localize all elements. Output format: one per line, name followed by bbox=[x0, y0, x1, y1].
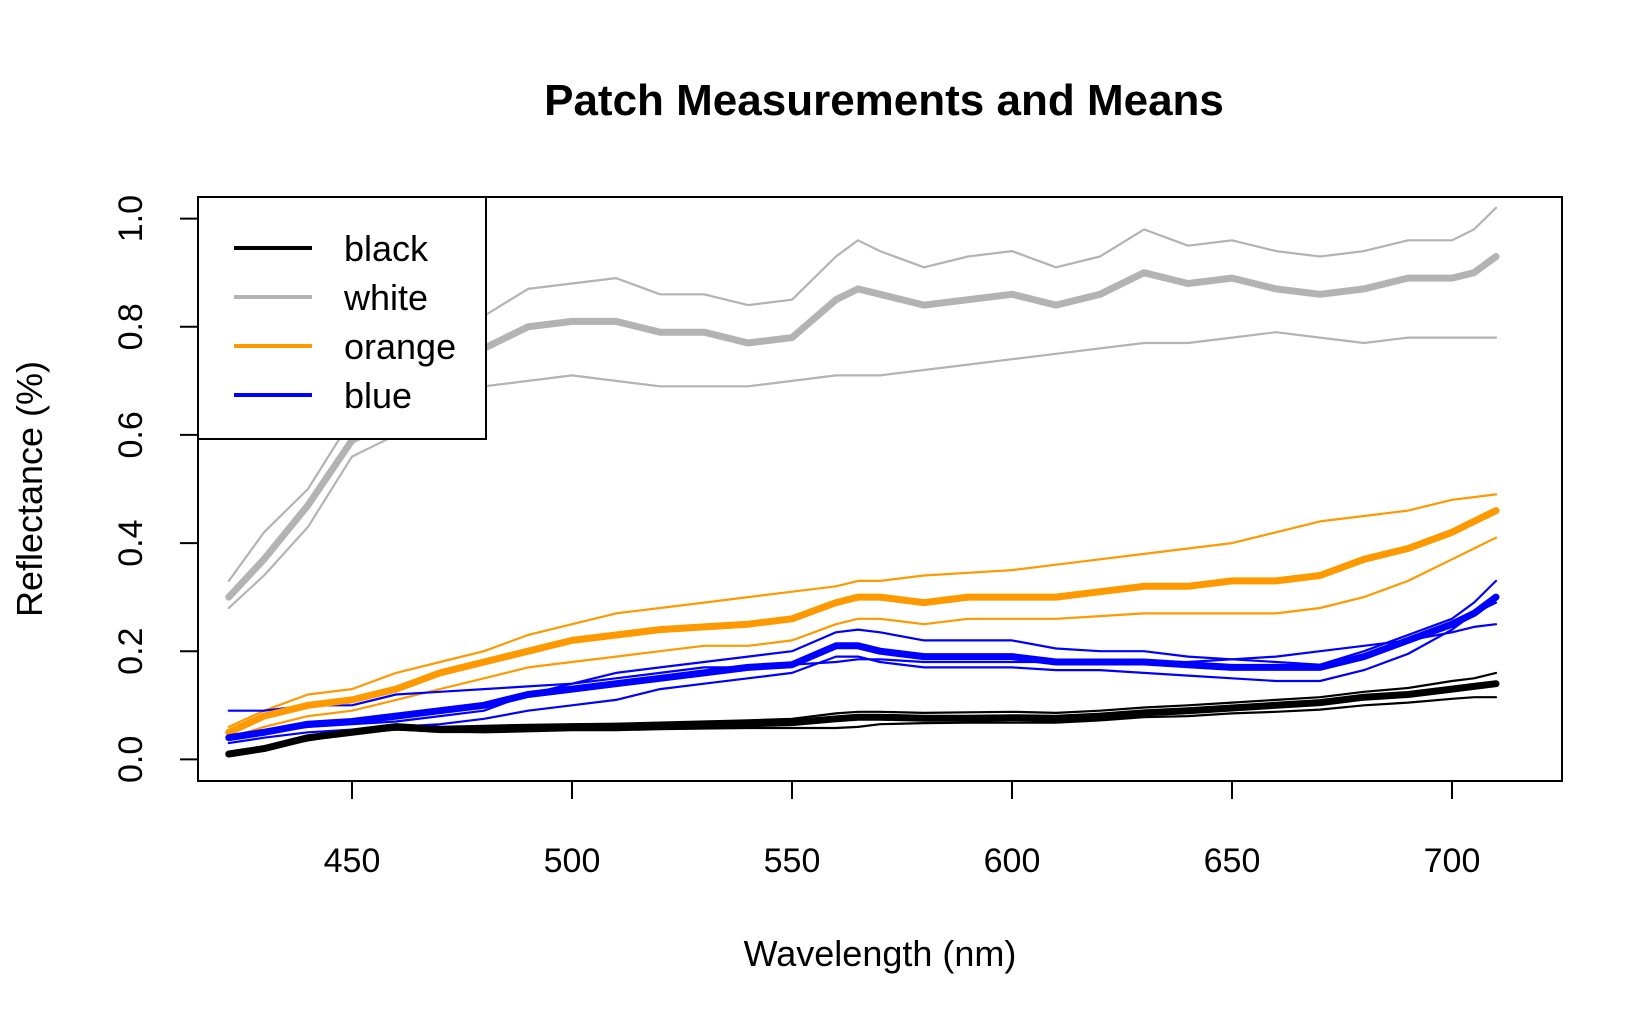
y-tick-label-0.2: 0.2 bbox=[112, 628, 150, 675]
x-tick-label-600: 600 bbox=[984, 842, 1041, 880]
x-tick-label-700: 700 bbox=[1424, 842, 1481, 880]
y-tick-label-0.8: 0.8 bbox=[112, 303, 150, 350]
legend-label-black: black bbox=[344, 228, 429, 269]
x-tick-label-550: 550 bbox=[764, 842, 821, 880]
series-line-blue-mean-9 bbox=[225, 593, 1500, 742]
legend-label-orange: orange bbox=[344, 326, 456, 367]
series-line-orange-measurement-8 bbox=[227, 536, 1498, 739]
x-axis: 450 500 550 600 650 700 bbox=[324, 780, 1481, 880]
series-line-orange-measurement-7 bbox=[227, 493, 1498, 728]
series-line-blue-measurement-11 bbox=[227, 601, 1498, 745]
y-axis-label: Reflectance (%) bbox=[9, 361, 50, 617]
y-tick-label-0.4: 0.4 bbox=[112, 519, 150, 566]
chart-title: Patch Measurements and Means bbox=[544, 76, 1224, 125]
x-axis-label: Wavelength (nm) bbox=[744, 933, 1017, 974]
x-tick-label-650: 650 bbox=[1204, 842, 1261, 880]
y-tick-label-0.0: 0.0 bbox=[112, 736, 150, 783]
legend-label-blue: blue bbox=[344, 375, 412, 416]
y-tick-label-1.0: 1.0 bbox=[112, 195, 150, 242]
x-tick-label-500: 500 bbox=[544, 842, 601, 880]
series-line-orange-mean-6 bbox=[225, 507, 1500, 736]
y-tick-label-0.6: 0.6 bbox=[112, 411, 150, 458]
y-axis: 0.0 0.2 0.4 0.6 0.8 1.0 bbox=[112, 195, 199, 783]
legend-label-white: white bbox=[343, 277, 428, 318]
series-line-black-mean-0 bbox=[225, 680, 1500, 758]
legend: black white orange blue bbox=[197, 196, 487, 440]
legend-box bbox=[197, 196, 487, 440]
x-tick-label-450: 450 bbox=[324, 842, 381, 880]
